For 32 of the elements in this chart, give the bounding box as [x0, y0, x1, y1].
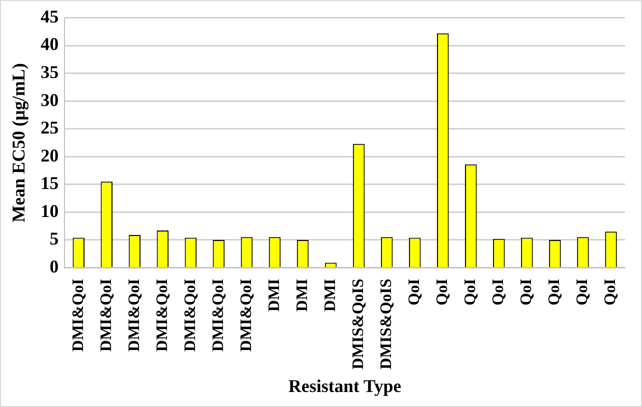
y-tick-label: 45 — [40, 6, 59, 26]
x-tick-label: DMI&QoI — [238, 278, 255, 352]
x-tick-label: DMI&QoI — [210, 278, 227, 352]
x-tick-label: QoI — [406, 278, 423, 306]
y-tick-label: 25 — [40, 118, 59, 138]
x-tick-label: DMI&QoI — [126, 278, 143, 352]
y-tick-label: 40 — [40, 34, 59, 54]
x-tick-label: DMI&QoI — [154, 278, 171, 352]
y-tick-label: 20 — [40, 145, 59, 166]
x-tick-label: QoI — [574, 278, 592, 306]
y-axis-title: Mean EC50 (μg/mL) — [8, 63, 28, 222]
x-tick-label: DMI&QoI — [98, 278, 115, 352]
y-tick-label: 30 — [40, 90, 59, 110]
y-tick-label: 5 — [50, 228, 59, 249]
x-tick-label: DMI&QoI — [70, 278, 87, 352]
x-tick-label: DMI — [266, 278, 283, 312]
x-tick-label: DMIS&QoIS — [378, 278, 395, 370]
x-tick-label: QoI — [546, 278, 564, 306]
x-tick-label: QoI — [490, 278, 508, 306]
x-tick-label: DMIS&QoIS — [350, 278, 367, 370]
x-tick-label: DMI — [294, 278, 311, 312]
y-tick-label: 35 — [40, 62, 59, 82]
x-tick-label: DMI — [322, 278, 339, 312]
x-tick-label: QoI — [518, 278, 536, 306]
x-tick-label: DMI&QoI — [182, 278, 199, 352]
y-tick-label: 0 — [50, 256, 59, 276]
y-tick-label: 15 — [40, 173, 59, 194]
x-tick-label: QoI — [462, 278, 480, 306]
y-tick-label: 10 — [40, 200, 59, 221]
x-axis-title: Resistant Type — [288, 376, 402, 396]
x-tick-label: QoI — [434, 278, 452, 306]
x-tick-label: QoI — [602, 278, 620, 306]
